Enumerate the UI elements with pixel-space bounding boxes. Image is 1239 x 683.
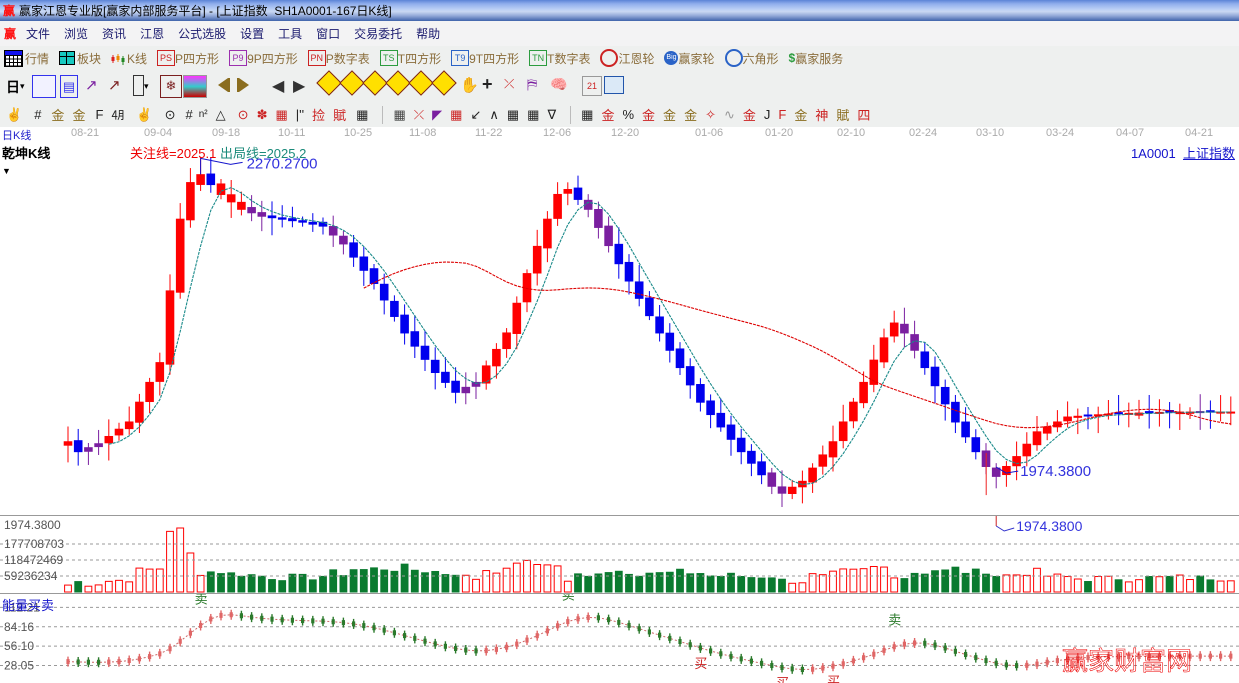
svg-text:56.10: 56.10 (4, 639, 34, 653)
svg-text:卖: 卖 (888, 613, 901, 628)
svg-text:118472469: 118472469 (4, 553, 64, 567)
svg-text:卖: 卖 (195, 594, 208, 607)
svg-text:1974.3800: 1974.3800 (1016, 518, 1082, 534)
svg-text:赢家财富网: 赢家财富网 (1062, 646, 1192, 676)
svg-text:1974.3800: 1974.3800 (1020, 463, 1091, 480)
svg-text:59236234: 59236234 (4, 569, 58, 583)
svg-text:1974.3800: 1974.3800 (4, 518, 61, 532)
svg-text:买: 买 (694, 656, 707, 671)
svg-text:84.16: 84.16 (4, 620, 34, 634)
svg-text:卖: 卖 (562, 594, 575, 603)
svg-text:28.05: 28.05 (4, 659, 34, 673)
svg-text:177708703: 177708703 (4, 537, 64, 551)
